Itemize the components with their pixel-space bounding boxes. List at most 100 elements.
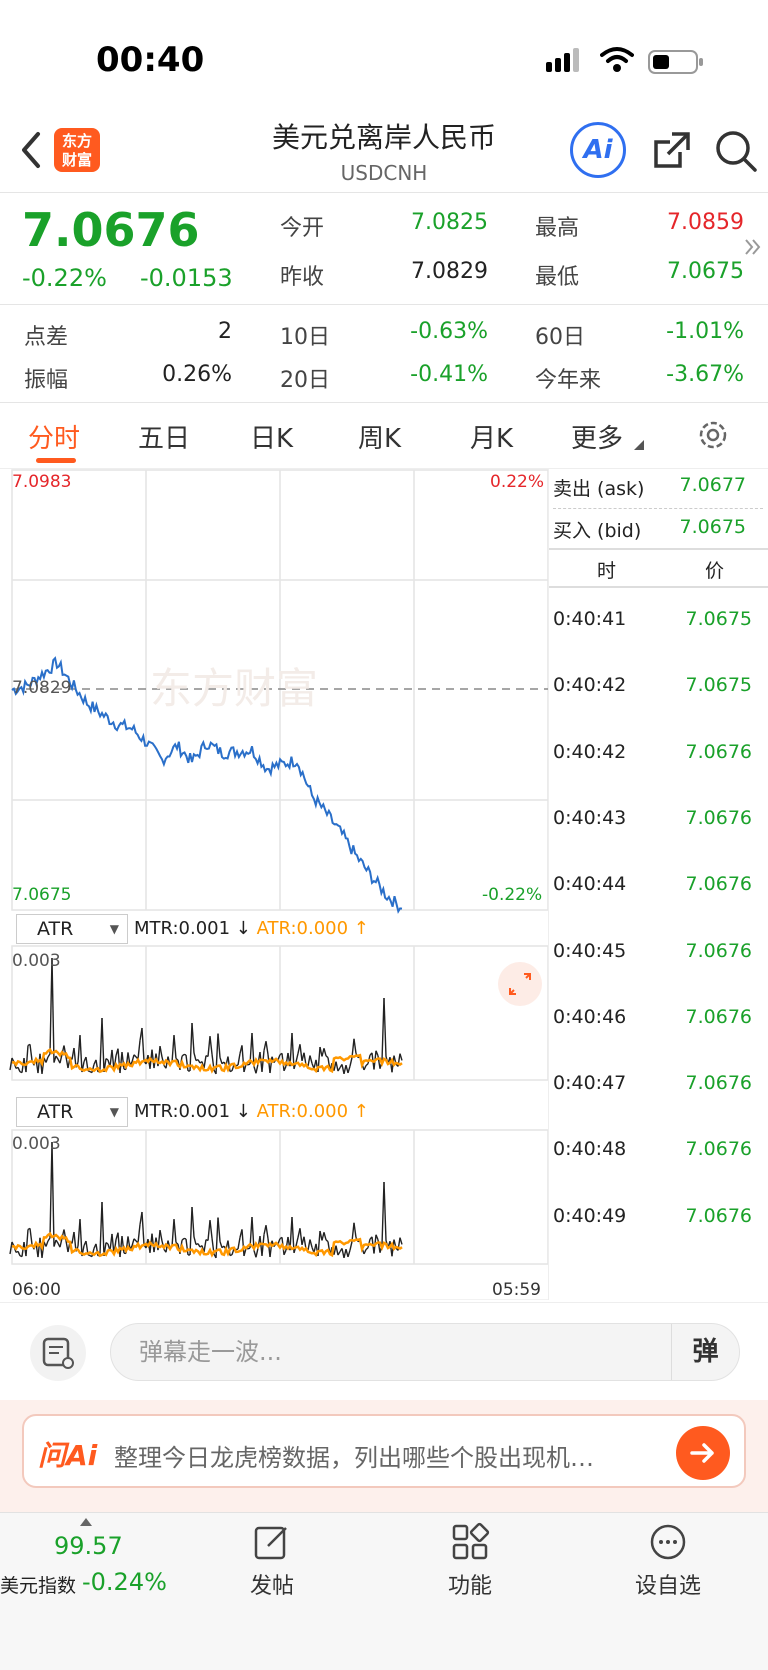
mtr-segment (47, 1053, 51, 1058)
share-icon[interactable] (650, 128, 694, 172)
tick-time: 0:40:44 (553, 873, 627, 896)
mtr-segment (363, 1249, 367, 1255)
indicator1-select[interactable]: ATR ▼ (16, 914, 128, 944)
mtr-segment (131, 1238, 135, 1247)
low-value: 7.0675 (667, 259, 744, 284)
mtr-segment (59, 1054, 63, 1064)
danmaku-toggle-button[interactable]: 弹 (671, 1324, 739, 1380)
tab-monthly-k[interactable]: 月K (470, 424, 514, 454)
ai-prompt-text[interactable]: 整理今日龙虎榜数据，列出哪些个股出现机… (114, 1444, 594, 1472)
ai-assistant-button[interactable]: Ai (570, 122, 626, 178)
mtr-segment (195, 1242, 199, 1246)
mtr-segment (121, 1052, 125, 1070)
tick-time: 0:40:46 (553, 1005, 627, 1028)
tab-weekly-k[interactable]: 周K (358, 424, 402, 454)
chart-bottom-pct: -0.22% (482, 885, 543, 905)
tick-price: 7.0676 (685, 1005, 752, 1028)
amplitude-value: 0.26% (162, 362, 232, 387)
nav-post[interactable]: 发帖 (249, 1574, 294, 1599)
search-icon[interactable] (713, 128, 759, 174)
expand-right-icon[interactable] (744, 236, 762, 258)
mtr-segment (309, 1055, 313, 1064)
high-label: 最高 (535, 216, 580, 241)
page-title: 美元兑离岸人民币 (271, 121, 496, 154)
mtr-segment (243, 1064, 247, 1073)
mtr-segment (399, 1237, 403, 1245)
mtr-segment (267, 1238, 271, 1258)
ai-submit-button[interactable] (676, 1426, 730, 1480)
brand-logo: 东方 财富 (54, 128, 100, 172)
mtr-segment (185, 1054, 189, 1071)
chevron-down-icon: ▼ (109, 1105, 119, 1119)
indicator2-select[interactable]: ATR ▼ (16, 1097, 128, 1127)
mtr-segment (325, 1239, 329, 1243)
mtr-segment (159, 1046, 163, 1058)
mtr-segment (323, 1232, 327, 1240)
dollar-index-change[interactable]: -0.24% (82, 1568, 167, 1596)
page-subtitle: USDCNH (340, 161, 428, 185)
intraday-chart[interactable]: 东方财富 (0, 468, 548, 1300)
tick-time: 0:40:48 (553, 1138, 627, 1161)
change-amount: -0.0153 (140, 264, 233, 292)
tick-panel[interactable]: 卖出 (ask) 7.0677 买入 (bid) 7.0675 时 价 0:40… (548, 468, 768, 1300)
mtr-segment (269, 1056, 273, 1074)
functions-grid-icon[interactable] (450, 1522, 490, 1562)
mtr-segment (269, 1240, 273, 1258)
mtr-segment (295, 1053, 299, 1063)
mtr-segment (255, 1248, 259, 1258)
tick-price: 7.0676 (685, 1204, 752, 1227)
high-value: 7.0859 (667, 210, 744, 235)
20d-label: 20日 (280, 368, 330, 393)
nav-functions[interactable]: 功能 (447, 1574, 492, 1599)
more-options-icon[interactable] (648, 1522, 688, 1562)
mtr-segment (309, 1239, 313, 1248)
nav-add-watchlist[interactable]: 设自选 (634, 1574, 701, 1599)
mtr-segment (265, 1225, 269, 1239)
ai-question-box[interactable] (22, 1414, 746, 1488)
tick-time: 0:40:45 (553, 939, 627, 962)
dollar-index-name[interactable]: 美元指数 (0, 1575, 77, 1597)
mtr-segment (363, 1065, 367, 1071)
ytd-label: 今年来 (535, 368, 602, 393)
danmaku-input[interactable]: 弹幕走一波... 弹 (110, 1323, 740, 1381)
tick-price: 7.0676 (685, 873, 752, 896)
mtr-segment (45, 1056, 49, 1063)
mtr-segment (207, 1036, 211, 1057)
mtr-segment (151, 1233, 155, 1253)
chart-bottom-price: 7.0675 (12, 885, 72, 905)
bid-value: 7.0675 (679, 516, 746, 538)
settings-gear-icon[interactable] (696, 418, 730, 452)
mtr-segment (17, 1067, 21, 1073)
tab-more[interactable]: 更多 (571, 424, 624, 454)
expand-chart-button[interactable] (498, 962, 542, 1006)
indicator1-grid (11, 945, 548, 1081)
tab-intraday[interactable]: 分时 (28, 424, 81, 454)
mtr-segment (25, 1229, 29, 1257)
wifi-icon (600, 47, 634, 72)
tab-daily-k[interactable]: 日K (250, 424, 294, 454)
mtr-segment (55, 1055, 59, 1060)
current-price: 7.0676 (22, 203, 200, 257)
mtr-segment (79, 1035, 83, 1073)
chart-prev-close-label: 7.0829 (12, 678, 72, 698)
mtr-segment (325, 1055, 329, 1059)
dollar-index-value[interactable]: 99.57 (54, 1532, 123, 1560)
mtr-segment (241, 1045, 245, 1073)
price-line (11, 656, 403, 914)
mtr-segment (173, 1035, 177, 1059)
edit-post-icon[interactable] (252, 1522, 292, 1562)
comment-settings-button[interactable] (30, 1325, 86, 1381)
mtr-segment (375, 1234, 379, 1241)
mtr-segment (131, 1054, 135, 1063)
tick-price: 7.0675 (685, 608, 752, 630)
mtr-segment (349, 1241, 353, 1251)
mtr-segment (237, 1237, 241, 1250)
back-icon[interactable] (14, 128, 50, 172)
indicator2-atr-line (11, 1231, 403, 1258)
mtr-segment (227, 1240, 231, 1256)
mtr-segment (299, 1228, 303, 1245)
mtr-segment (133, 1238, 137, 1242)
mtr-segment (183, 1237, 187, 1240)
tab-five-day[interactable]: 五日 (138, 424, 191, 454)
mtr-segment (399, 1053, 403, 1061)
